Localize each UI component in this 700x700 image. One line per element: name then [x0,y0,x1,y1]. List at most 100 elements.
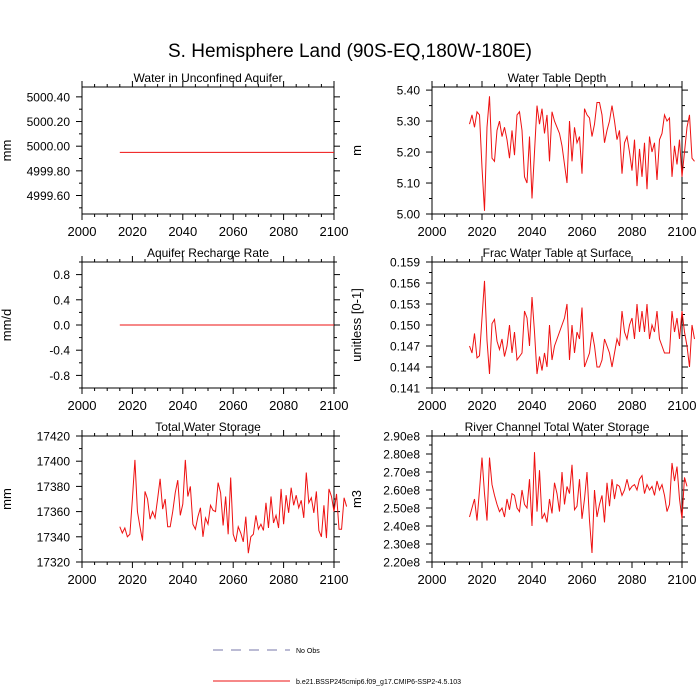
x-tick-label: 2020 [118,398,147,413]
y-tick-label: 17400 [37,455,71,469]
plot-frame [81,86,335,215]
panel-river-channel-storage: River Channel Total Water Storage m3 2000 2… [349,420,696,587]
x-tick-label: 2060 [568,572,597,587]
x-tick-label: 2040 [168,398,197,413]
x-tick-label: 2000 [68,224,97,239]
y-tick-label: 5000.40 [27,90,71,104]
y-tick-label: 5000.20 [27,115,71,129]
panel-title: Total Water Storage [155,420,261,434]
y-axis-label: mm [0,140,14,162]
x-tick-label: 2040 [518,572,547,587]
x-tick-label: 2080 [618,224,647,239]
y-tick-label: 0.153 [390,298,420,312]
y-tick-label: 4999.80 [27,164,71,178]
legend: No Obs b.e21.BSSP245cmip6.f09_g17.CMIP6-… [213,648,461,686]
y-tick-label: 0.156 [390,277,420,291]
panel-frac-water-table: Frac Water Table at Surface unitless [0-1… [349,246,696,413]
y-tick-label: 0.150 [390,319,420,333]
x-tick-label: 2000 [418,572,447,587]
y-tick-label: 0.4 [53,293,70,307]
x-tick-label: 2100 [668,224,697,239]
series-line-water-table-depth [469,96,695,211]
y-tick-label: 17320 [37,556,71,570]
plot-frame [431,261,683,389]
y-tick-label: 17380 [37,480,71,494]
x-tick-label: 2100 [668,572,697,587]
y-tick-label: 5.30 [397,115,421,129]
y-tick-label: -0.4 [49,344,70,358]
series-line-frac-water-table [469,280,695,375]
y-tick-label: 2.70e8 [383,466,420,480]
x-tick-label: 2080 [269,398,298,413]
x-tick-label: 2060 [219,398,248,413]
x-tick-label: 2080 [618,398,647,413]
panel-recharge-rate: Aquifer Recharge Rate mm/d 2000 2020 2040 206… [0,246,348,413]
x-tick-label: 2000 [68,398,97,413]
x-tick-label: 2100 [320,224,349,239]
y-tick-label: 17340 [37,530,71,544]
x-tick-label: 2040 [168,572,197,587]
x-tick-label: 2020 [468,224,497,239]
y-axis-label: unitless [0-1] [349,288,364,362]
x-tick-label: 2080 [618,572,647,587]
panel-title: Water in Unconfined Aquifer [134,71,283,85]
y-axis-label: m [349,145,364,156]
x-tick-label: 2060 [219,572,248,587]
x-tick-label: 2080 [269,224,298,239]
x-tick-label: 2000 [68,572,97,587]
y-tick-label: 2.30e8 [383,538,420,552]
panel-title: Aquifer Recharge Rate [147,246,269,260]
y-tick-label: 17360 [37,505,71,519]
y-tick-label: 2.40e8 [383,520,420,534]
y-tick-label: 0.8 [53,268,70,282]
x-tick-label: 2000 [418,398,447,413]
y-tick-label: 0.0 [53,319,70,333]
y-tick-label: 5000.00 [27,140,71,154]
y-tick-label: 4999.60 [27,189,71,203]
y-tick-label: 5.20 [397,146,421,160]
x-tick-label: 2020 [118,572,147,587]
x-tick-label: 2100 [668,398,697,413]
x-tick-label: 2100 [320,572,349,587]
y-tick-label: 17420 [37,430,71,444]
x-tick-label: 2020 [468,398,497,413]
x-tick-label: 2020 [118,224,147,239]
y-tick-label: 2.60e8 [383,484,420,498]
y-tick-label: 2.50e8 [383,502,420,516]
series-line-total-water-storage [119,459,348,554]
y-axis-label: mm/d [0,309,14,342]
legend-model-label: b.e21.BSSP245cmip6.f09_g17.CMIP6-SSP2-4.… [296,679,461,686]
x-tick-label: 2100 [320,398,349,413]
y-tick-label: 2.90e8 [383,430,420,444]
x-tick-label: 2080 [269,572,298,587]
y-tick-label: -0.8 [49,369,70,383]
x-tick-label: 2060 [568,224,597,239]
x-tick-label: 2040 [518,398,547,413]
y-axis-label: m3 [349,490,364,508]
panel-title: Frac Water Table at Surface [483,246,632,260]
y-tick-label: 5.00 [397,208,421,222]
series-line-river-channel-storage [469,452,688,554]
y-tick-label: 0.159 [390,256,420,270]
panel-aquifer-water: Water in Unconfined Aquifer mm 2000 2020 204… [0,71,348,239]
y-tick-label: 0.147 [390,340,420,354]
y-tick-label: 2.80e8 [383,448,420,462]
panels: Water in Unconfined Aquifer mm 2000 2020 204… [0,71,696,587]
x-tick-label: 2040 [518,224,547,239]
plot-frame [431,435,683,563]
y-tick-label: 0.144 [390,361,420,375]
x-tick-label: 2020 [468,572,497,587]
y-tick-label: 5.10 [397,177,421,191]
y-axis-label: mm [0,488,14,510]
x-tick-label: 2000 [418,224,447,239]
panel-total-water-storage: Total Water Storage mm 2000 2020 2040 2060 208… [0,420,348,587]
y-tick-label: 5.40 [397,84,421,98]
x-tick-label: 2060 [219,224,248,239]
panel-water-table-depth: Water Table Depth m 2000 2020 2040 2060 2080 21… [349,71,696,239]
plot-frame [81,435,335,563]
x-tick-label: 2060 [568,398,597,413]
y-tick-label: 2.20e8 [383,556,420,570]
x-tick-label: 2040 [168,224,197,239]
figure-title: S. Hemisphere Land (90S-EQ,180W-180E) [168,41,532,62]
